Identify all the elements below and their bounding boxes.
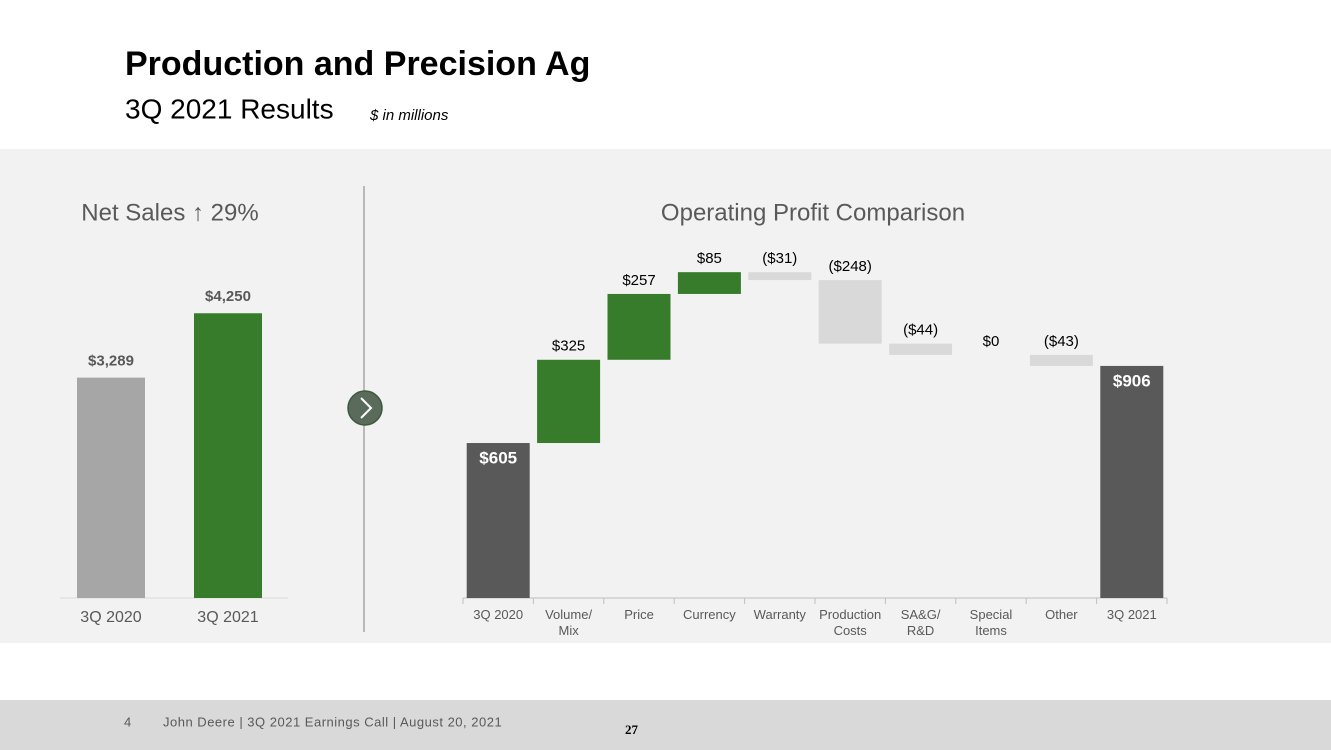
x-tick-label: 3Q 2021 (1106, 607, 1157, 622)
value-label: ($43) (1044, 333, 1079, 350)
bar (1029, 354, 1093, 366)
value-label: $605 (479, 449, 517, 468)
x-tick-label: Other (1045, 607, 1078, 622)
slide-subtitle: 3Q 2021 Results (125, 93, 334, 124)
footer-text: John Deere | 3Q 2021 Earnings Call | Aug… (163, 714, 502, 729)
value-label: $257 (622, 272, 655, 289)
chart-title: Operating Profit Comparison (661, 199, 965, 226)
footer-number: 27 (625, 722, 639, 737)
arrow-icon (347, 390, 383, 426)
footer-band (0, 700, 1331, 750)
value-label: $325 (552, 338, 585, 355)
value-label: $4,250 (205, 288, 251, 305)
slide-title: Production and Precision Ag (125, 45, 590, 83)
x-tick-label: 3Q 2021 (197, 609, 258, 626)
x-tick-label: Warranty (753, 607, 806, 622)
x-tick-label: 3Q 2020 (80, 609, 141, 626)
bar (1100, 365, 1164, 598)
bar (889, 343, 953, 355)
value-label: $3,289 (88, 353, 134, 370)
bar (537, 359, 601, 444)
x-tick-label: 3Q 2020 (473, 607, 524, 622)
x-tick-label: Currency (683, 607, 736, 622)
value-label: ($44) (903, 322, 938, 339)
x-tick-label: Price (624, 607, 654, 622)
x-tick-label: Production Costs (819, 607, 882, 638)
bar (818, 280, 882, 344)
bar (607, 293, 671, 360)
footer-page: 4 (124, 714, 131, 729)
bar (466, 443, 530, 598)
bar (194, 313, 262, 598)
value-label: $906 (1113, 371, 1151, 390)
bar (77, 377, 145, 598)
arrow-chevron (360, 397, 373, 419)
bar (748, 272, 812, 281)
x-tick-label: Special Items (969, 607, 1013, 638)
value-label: $85 (697, 250, 722, 267)
value-label: ($248) (829, 258, 872, 275)
chart-title: Net Sales ↑ 29% (81, 199, 258, 226)
units-note: $ in millions (369, 107, 449, 124)
x-tick-label: Volume/ Mix (545, 607, 593, 638)
x-tick-label: SA&G/ R&D (900, 607, 941, 638)
bar (677, 272, 741, 294)
value-label: ($31) (762, 250, 797, 267)
value-label: $0 (983, 333, 1000, 350)
